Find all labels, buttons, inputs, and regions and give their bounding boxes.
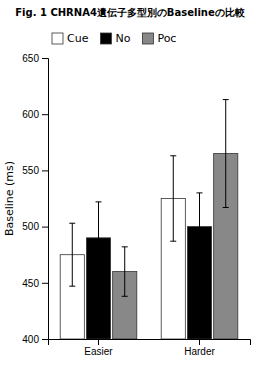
y-tick-mark [42, 114, 48, 115]
error-bar [223, 100, 229, 208]
legend-label: Cue [67, 32, 89, 45]
legend-swatch [100, 33, 111, 44]
legend-swatch [142, 33, 153, 44]
legend-label: Poc [157, 32, 176, 45]
y-tick-mark [42, 227, 48, 228]
x-tick-label: Easier [84, 346, 113, 357]
x-tick-mark [199, 339, 200, 345]
error-line [124, 247, 125, 296]
x-tick-mark [98, 339, 99, 345]
error-bar [96, 202, 102, 274]
y-tick-label: 450 [22, 278, 39, 289]
x-tick: Harder [184, 339, 215, 357]
error-cap [170, 155, 176, 156]
title: Fig. 1 CHRNA4遺伝子多型別のBaselineの比較 [15, 7, 245, 18]
error-cap [223, 207, 229, 208]
legend-swatch [52, 33, 63, 44]
y-tick-mark [42, 170, 48, 171]
x-axis-line [49, 340, 251, 346]
series [113, 100, 238, 339]
y-tick-label: 600 [22, 109, 39, 120]
error-cap [197, 192, 203, 193]
series [86, 193, 211, 339]
error-cap [197, 260, 203, 261]
error-line [199, 193, 200, 260]
plot: 400 450 500 550 600 650 Easier Harder [22, 53, 250, 357]
y-tick: 600 [22, 109, 48, 120]
legend-item: Cue [52, 32, 89, 45]
error-line [225, 100, 226, 208]
y-tick: 400 [22, 334, 48, 345]
error-cap [69, 223, 75, 224]
series [60, 156, 185, 339]
legend-label: No [115, 32, 130, 45]
error-line [173, 156, 174, 241]
error-line [98, 202, 99, 274]
error-cap [96, 201, 102, 202]
y-axis: 400 450 500 550 600 650 [22, 53, 48, 345]
y-tick-label: 400 [22, 334, 39, 345]
x-axis: Easier Harder [49, 339, 251, 357]
x-tick-label: Harder [184, 346, 215, 357]
y-tick-mark [42, 283, 48, 284]
y-tick: 450 [22, 278, 48, 289]
error-cap [122, 246, 128, 247]
error-bar [170, 156, 176, 241]
legend: Cue No Poc [52, 32, 176, 45]
error-cap [69, 286, 75, 287]
legend-item: Poc [142, 32, 176, 45]
y-tick-label: 500 [22, 221, 39, 232]
error-cap [96, 273, 102, 274]
y-tick-mark [42, 58, 48, 59]
error-bar [122, 247, 128, 296]
y-tick-label: 550 [22, 165, 39, 176]
error-cap [122, 296, 128, 297]
y-axis-title: Baseline (ms) [3, 161, 16, 236]
y-tick-mark [42, 339, 48, 340]
x-tick: Easier [84, 339, 113, 357]
y-axis-line [42, 59, 49, 340]
marks [60, 100, 238, 339]
error-bar [69, 223, 75, 286]
legend-item: No [100, 32, 130, 45]
error-line [72, 223, 73, 286]
y-tick: 650 [22, 53, 48, 64]
y-tick-label: 650 [22, 53, 39, 64]
chart: Fig. 1 CHRNA4遺伝子多型別のBaselineの比較 400 450 500… [0, 0, 260, 367]
error-cap [223, 99, 229, 100]
y-tick: 550 [22, 165, 48, 176]
y-tick: 500 [22, 221, 48, 232]
error-bar [197, 193, 203, 260]
error-cap [170, 241, 176, 242]
